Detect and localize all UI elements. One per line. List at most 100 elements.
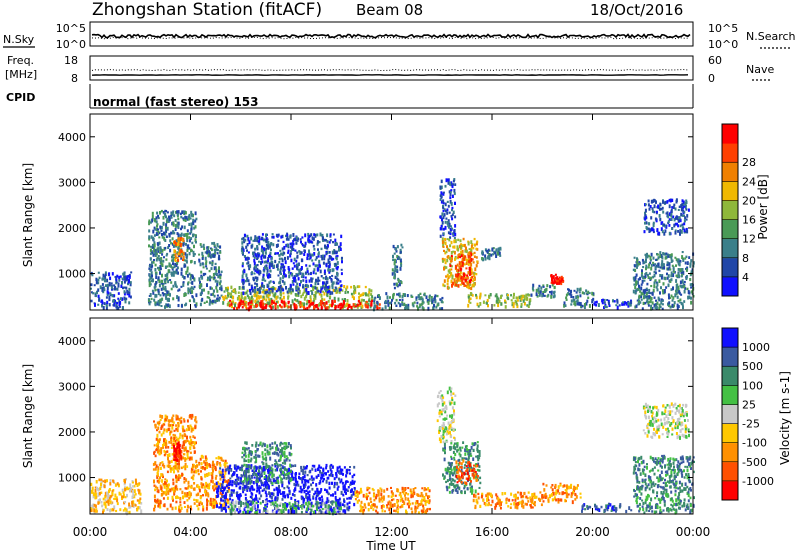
power-cell	[267, 256, 270, 260]
velocity-region-1	[152, 413, 198, 513]
power-cell	[651, 301, 654, 305]
velocity-cell	[155, 437, 158, 441]
velocity-cell	[204, 493, 207, 497]
power-cell	[155, 275, 158, 279]
velocity-cell	[136, 483, 139, 487]
power-cell	[608, 304, 611, 307]
power-cell	[186, 229, 189, 233]
power-cell	[205, 300, 208, 303]
power-cell	[300, 251, 303, 255]
power-cell	[189, 232, 192, 235]
velocity-cell	[164, 482, 167, 485]
power-cell	[161, 236, 164, 239]
power-cell	[651, 307, 654, 310]
power-cell	[167, 246, 170, 249]
power-cell	[653, 296, 656, 299]
power-cell	[267, 296, 270, 299]
power-cell	[279, 277, 282, 281]
power-cell	[266, 290, 269, 294]
velocity-cell	[165, 483, 168, 488]
power-cell	[261, 260, 264, 264]
velocity-cell	[226, 486, 229, 489]
power-cell	[469, 276, 472, 280]
velocity-cell	[260, 483, 263, 486]
power-cell	[244, 279, 247, 283]
power-cell	[411, 295, 414, 298]
velocity-cell	[207, 499, 210, 503]
power-cell	[334, 286, 337, 289]
velocity-cell	[229, 483, 232, 486]
power-cell	[251, 286, 253, 291]
power-cell	[418, 306, 421, 309]
power-cell	[627, 301, 630, 306]
velocity-cell	[206, 474, 209, 477]
velocity-cell	[224, 463, 227, 467]
velocity-cell	[166, 507, 169, 511]
power-cell	[401, 298, 404, 302]
power-cell	[398, 282, 401, 287]
velocity-cell	[158, 463, 161, 466]
power-cell	[171, 242, 174, 246]
velocity-cell	[176, 458, 179, 462]
velocity-cell	[175, 436, 178, 439]
power-cell	[317, 248, 319, 251]
power-cell	[206, 246, 209, 250]
velocity-cell	[196, 499, 199, 503]
power-cell	[443, 213, 446, 217]
power-cell	[460, 250, 463, 255]
power-cell	[282, 295, 285, 300]
power-cell	[393, 273, 396, 278]
power-cell	[644, 260, 647, 264]
velocity-cell	[109, 500, 112, 504]
power-cell	[334, 306, 337, 311]
power-cell	[187, 281, 190, 284]
power-cell	[320, 302, 323, 306]
power-cell	[684, 216, 687, 219]
velocity-cell	[174, 448, 177, 452]
power-cell	[161, 232, 163, 237]
power-cell	[283, 269, 286, 272]
power-cell	[312, 287, 315, 291]
velocity-cell	[259, 486, 262, 489]
velocity-cell	[156, 471, 159, 476]
velocity-cell	[191, 414, 194, 418]
velocity-cell	[287, 486, 290, 490]
power-cell	[177, 217, 180, 221]
velocity-cell	[205, 461, 208, 466]
velocity-cell	[339, 471, 341, 475]
velocity-cell	[225, 484, 228, 488]
power-cell	[278, 261, 281, 264]
power-cell	[165, 226, 167, 230]
power-cell	[412, 304, 415, 308]
power-cell	[335, 287, 338, 291]
power-cell	[253, 286, 256, 289]
velocity-cell	[196, 504, 199, 508]
power-cell	[342, 300, 345, 304]
power-cell	[479, 292, 482, 296]
power-cell	[616, 300, 619, 304]
velocity-cell	[306, 465, 308, 468]
velocity-cell	[321, 471, 324, 474]
velocity-cell	[159, 506, 162, 509]
velocity-cell	[225, 468, 228, 472]
velocity-cell	[177, 424, 180, 428]
velocity-cell	[174, 441, 177, 446]
power-cell	[326, 240, 329, 243]
power-cell	[149, 269, 152, 272]
power-cell	[126, 276, 129, 280]
power-cell	[287, 305, 290, 309]
power-cell	[162, 211, 165, 214]
power-cell	[675, 198, 678, 202]
power-cell	[205, 267, 208, 270]
power-cell	[275, 290, 278, 293]
power-cell	[655, 306, 658, 309]
power-cell	[668, 198, 671, 202]
power-cell	[439, 227, 442, 231]
power-cell	[266, 238, 269, 241]
power-cell	[453, 192, 456, 196]
power-cell	[584, 303, 586, 307]
velocity-cell	[204, 455, 207, 460]
velocity-cell	[200, 470, 202, 473]
power-cell	[298, 289, 301, 294]
